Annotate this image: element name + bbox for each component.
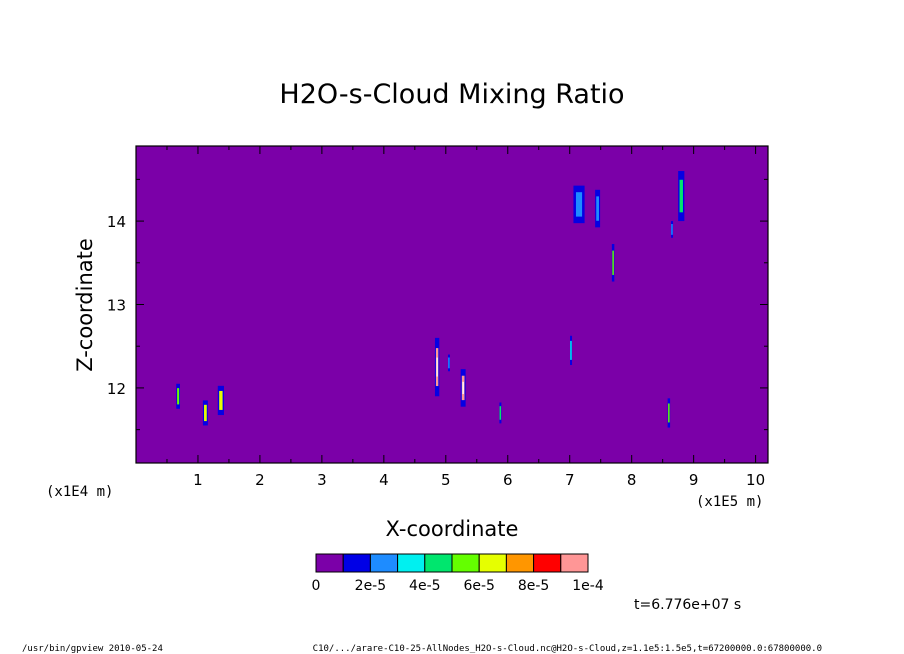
x-tick-label: 7 [565,471,575,489]
colorbar-swatch [342,553,371,573]
y-tick-label: 12 [107,380,126,398]
x-tick-label: 1 [193,471,203,489]
x-tick-label: 10 [746,471,765,489]
x-axis-ticks: 1 2 3 4 5 6 7 8 9 10 [166,146,765,489]
time-label: t=6.776e+07 s [634,597,741,613]
x-tick-label: 8 [627,471,637,489]
colorbar-label: 6e-5 [463,578,494,594]
chart-title: H2O-s-Cloud Mixing Ratio [279,79,624,110]
cloud-feature-core [612,250,614,275]
cloud-features [176,171,685,428]
colorbar-label: 4e-5 [409,578,440,594]
plot-background [136,146,768,463]
colorbar-label: 0 [312,578,321,594]
colorbar: 0 2e-5 4e-5 6e-5 8e-5 1e-4 [312,553,604,594]
colorbar-swatch [560,553,589,573]
x-scale-left: (x1E4 m) [46,484,113,500]
cloud-feature-core [575,192,583,217]
footer-left: /usr/bin/gpview 2010-05-24 [22,644,163,654]
cloud-feature-peak [436,357,438,377]
cloud-feature-core [219,390,223,410]
x-scale-right: (x1E5 m) [696,494,763,510]
colorbar-swatch [451,553,480,573]
y-tick-label: 13 [107,297,126,315]
cloud-feature-core [204,404,207,422]
cloud-feature-peak [462,381,464,395]
colorbar-label: 2e-5 [355,578,386,594]
cloud-feature-core [679,179,683,213]
x-tick-label: 4 [379,471,389,489]
x-tick-label: 3 [317,471,327,489]
cloud-feature-core [570,340,572,360]
cloud-feature-core [671,223,673,235]
cloud-feature-core [177,388,180,405]
colorbar-swatch [478,553,507,573]
y-axis-label: Z-coordinate [73,238,97,372]
footer-right: C10/.../arare-C10-25-AllNodes_H2O-s-Clou… [313,644,822,654]
colorbar-swatch [505,553,535,573]
y-tick-label: 14 [107,213,126,231]
colorbar-swatch [397,553,426,573]
x-axis-label: X-coordinate [386,517,519,541]
cloud-feature-core [596,196,599,221]
colorbar-swatch [369,553,399,573]
colorbar-swatch [533,553,562,573]
y-axis-ticks: 12 13 14 [107,178,768,431]
x-tick-label: 9 [689,471,699,489]
x-tick-label: 2 [255,471,265,489]
colorbar-label: 1e-4 [572,578,604,594]
colorbar-label: 8e-5 [518,578,549,594]
x-tick-label: 6 [503,471,513,489]
cloud-feature-core [448,357,450,369]
x-tick-label: 5 [441,471,451,489]
colorbar-swatch [424,553,453,573]
cloud-feature-core [668,403,670,423]
colorbar-swatch [315,553,344,573]
cloud-feature-core [499,406,502,420]
